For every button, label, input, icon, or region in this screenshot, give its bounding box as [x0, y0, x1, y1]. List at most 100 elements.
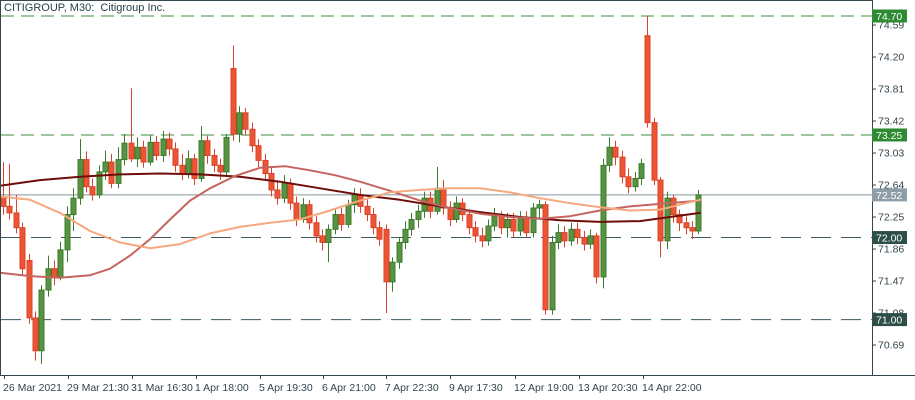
candle-bearish [306, 204, 313, 224]
candle-bullish [549, 241, 556, 311]
candle-bearish [172, 148, 179, 166]
candle-bearish [153, 141, 160, 156]
candle-bearish [370, 214, 377, 229]
candle-bearish [287, 182, 294, 204]
candle-bearish [689, 227, 696, 232]
candle-bullish [325, 228, 332, 243]
candle-bullish [102, 161, 109, 173]
time-tick-label: 5 Apr 19:30 [259, 382, 313, 394]
candle-bullish [236, 112, 243, 135]
candle-bullish [64, 214, 71, 251]
candle-bullish [281, 182, 288, 199]
price-box-label: 71.00 [876, 315, 902, 327]
candle-bearish [217, 164, 224, 173]
candle-bearish [6, 205, 13, 214]
candle-bearish [128, 142, 135, 160]
candle-bullish [121, 142, 128, 161]
candle-bearish [26, 260, 33, 319]
candle-bearish [319, 235, 326, 243]
candle-bearish [32, 317, 39, 352]
ma-mid-brick [0, 165, 701, 279]
candle-bullish [57, 249, 64, 278]
candle-bearish [51, 268, 58, 278]
candle-bearish [313, 222, 320, 237]
candle-bullish [223, 136, 230, 173]
price-tick-label: 70.69 [878, 340, 904, 352]
candle-bullish [408, 218, 415, 230]
candle-bullish [402, 228, 409, 243]
price-tick-label: 71.47 [878, 276, 904, 288]
time-tick-label: 6 Apr 21:00 [322, 382, 376, 394]
price-box-gray [872, 188, 907, 202]
candle-bullish [568, 228, 575, 242]
candle-bearish [249, 128, 256, 147]
candle-bullish [45, 268, 52, 291]
time-tick-label: 31 Mar 16:30 [131, 382, 193, 394]
candle-bearish [13, 212, 20, 229]
candle-bearish [242, 112, 249, 130]
candle-bearish [89, 186, 96, 196]
time-tick-label: 9 Apr 17:30 [449, 382, 503, 394]
price-box-green [872, 128, 907, 142]
time-tick-label: 12 Apr 19:00 [514, 382, 574, 394]
candle-bullish [555, 232, 562, 243]
candle-bearish [140, 146, 147, 163]
candle-bearish [376, 227, 383, 240]
candle-bearish [83, 159, 90, 188]
candle-bullish [345, 204, 352, 225]
candle-bullish [530, 207, 537, 234]
candle-bearish [472, 227, 479, 237]
ma-fast-salmon [0, 187, 701, 250]
price-box-dark [872, 231, 907, 245]
price-box-label: 72.52 [876, 190, 902, 202]
candle-bearish [204, 140, 211, 156]
price-tick-label: 73.03 [878, 148, 904, 160]
candle-bearish [191, 158, 198, 179]
candle-bullish [38, 289, 45, 352]
candle-bullish [198, 140, 205, 179]
price-tick-label: 71.86 [878, 244, 904, 256]
candle-bearish [364, 205, 371, 216]
time-tick-label: 14 Apr 22:00 [642, 382, 702, 394]
candle-bearish [211, 154, 218, 166]
candle-bearish [230, 68, 237, 135]
price-tick-label: 73.42 [878, 116, 904, 128]
candle-bullish [453, 202, 460, 220]
price-box-dark [872, 313, 907, 327]
candle-bearish [466, 214, 473, 229]
candle-bullish [389, 261, 396, 283]
time-tick-label: 26 Mar 2021 [3, 382, 62, 394]
candle-bullish [517, 217, 524, 232]
candle-bullish [415, 210, 422, 220]
candle-bearish [612, 146, 619, 158]
price-tick-label: 73.81 [878, 84, 904, 96]
candle-bullish [96, 171, 103, 196]
candle-bearish [581, 237, 588, 245]
ma-slow-maroon [0, 172, 701, 223]
candle-bearish [523, 217, 530, 234]
candle-bearish [383, 228, 390, 283]
candle-bullish [664, 197, 671, 242]
price-box-label: 72.00 [876, 233, 902, 245]
candle-bullish [160, 138, 167, 156]
candle-bearish [166, 138, 173, 150]
candle-bearish [574, 228, 581, 239]
price-box-label: 73.25 [876, 130, 902, 142]
candle-bearish [561, 232, 568, 242]
candle-bearish [619, 156, 626, 178]
candle-bearish [676, 214, 683, 224]
candle-bearish [255, 145, 262, 161]
time-tick-label: 13 Apr 20:30 [578, 382, 638, 394]
candle-bearish [479, 235, 486, 242]
candle-bearish [338, 214, 345, 225]
candle-bearish [625, 176, 632, 188]
candle-bullish [332, 214, 339, 230]
price-tick-label: 72.25 [878, 212, 904, 224]
price-box-green [872, 9, 907, 23]
candle-bullish [587, 235, 594, 245]
candle-bearish [179, 164, 186, 175]
candle-bearish [108, 161, 115, 184]
candle-bullish [606, 146, 613, 166]
